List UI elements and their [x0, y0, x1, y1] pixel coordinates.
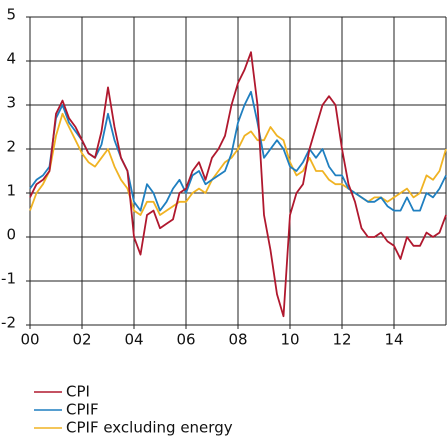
x-tick-label: 00 — [20, 331, 39, 349]
legend-label: CPI — [66, 383, 90, 401]
x-tick-label: 06 — [176, 331, 195, 349]
y-tick-label: 0 — [6, 226, 16, 244]
legend-label: CPIF — [66, 401, 99, 419]
x-tick-label: 04 — [124, 331, 143, 349]
x-tick-label: 12 — [332, 331, 351, 349]
x-tick-label: 10 — [280, 331, 299, 349]
series-line — [29, 112, 447, 216]
y-tick-label: 1 — [6, 182, 16, 200]
y-tick-label: 3 — [6, 94, 16, 112]
x-tick-label: 14 — [384, 331, 403, 349]
y-tick-label: 2 — [6, 138, 16, 156]
y-tick-label: -1 — [1, 270, 16, 288]
x-tick-label: 02 — [72, 331, 91, 349]
x-tick-label: 08 — [228, 331, 247, 349]
y-tick-label: 4 — [6, 50, 16, 68]
series-line — [29, 51, 447, 318]
legend-label: CPIF excluding energy — [66, 419, 233, 437]
series-line — [29, 90, 447, 212]
y-tick-label: 5 — [6, 6, 16, 24]
y-tick-label: -2 — [1, 314, 16, 332]
